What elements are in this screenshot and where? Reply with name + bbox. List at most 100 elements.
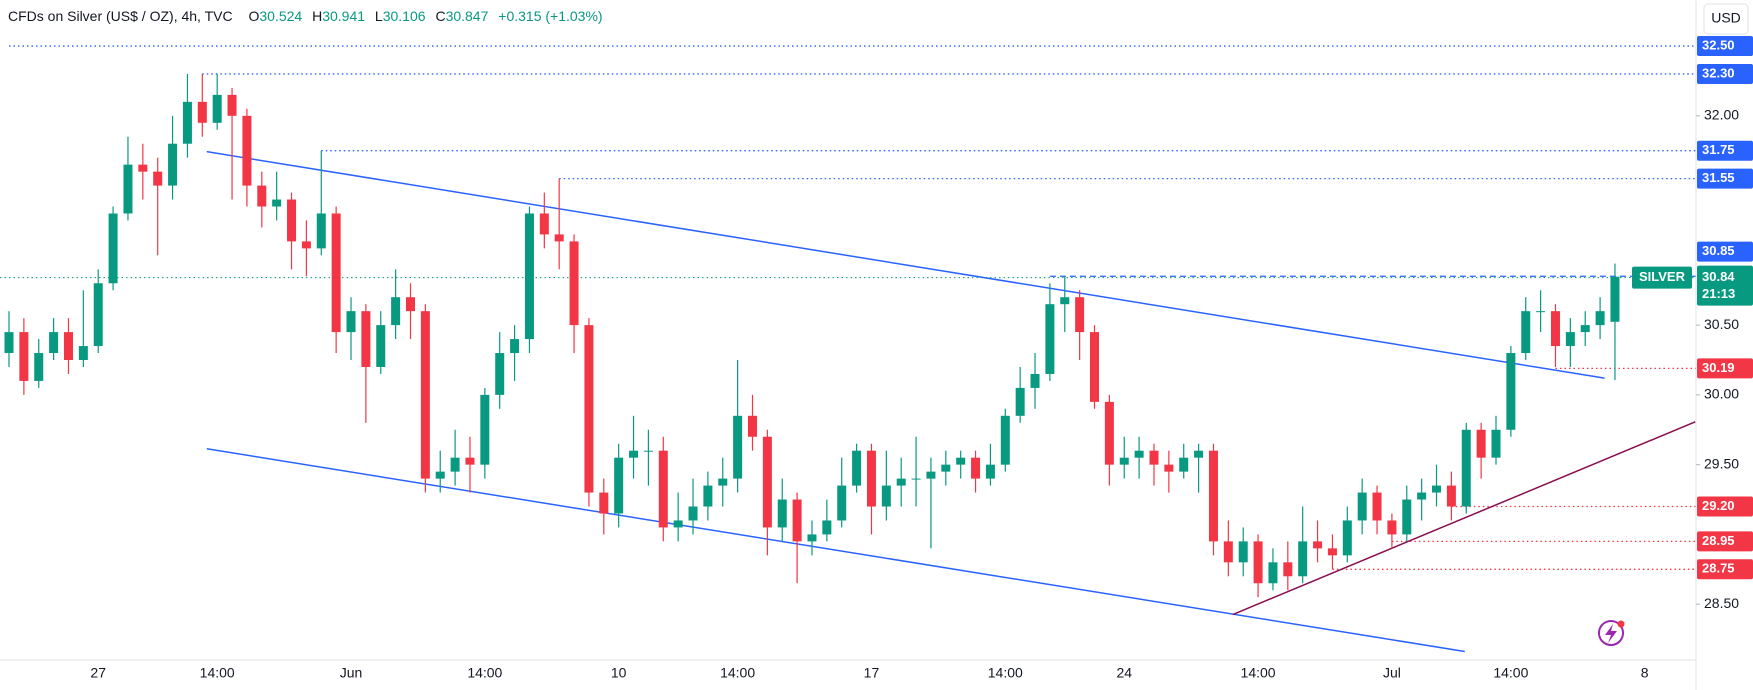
candle-body — [1506, 353, 1516, 430]
candle-body — [1461, 429, 1471, 507]
x-tick-label: 10 — [611, 665, 627, 681]
candle-body — [762, 436, 772, 528]
ohlc-key: O — [248, 8, 259, 24]
x-tick-label: 14:00 — [467, 665, 502, 681]
candle-body — [391, 297, 401, 326]
price-badge — [1697, 36, 1753, 57]
candle-body — [34, 353, 44, 381]
icon-dot — [1617, 620, 1625, 628]
price-badge — [1697, 496, 1753, 517]
candle-body — [926, 471, 936, 479]
price-badge — [1697, 63, 1753, 84]
icon-bolt — [1605, 624, 1617, 643]
candle-body — [822, 520, 832, 535]
candle-body — [1253, 541, 1263, 584]
candle-body — [896, 478, 906, 486]
y-tick-label: 29.50 — [1704, 455, 1739, 471]
price-badge — [1697, 559, 1753, 580]
candle-body — [985, 464, 995, 479]
x-tick-label: 14:00 — [1493, 665, 1528, 681]
x-tick-label: 14:00 — [988, 665, 1023, 681]
candle-body — [272, 199, 282, 207]
candle-body — [19, 332, 29, 381]
currency-button[interactable] — [1703, 3, 1749, 35]
candle-body — [703, 485, 713, 507]
candle-body — [1580, 325, 1590, 333]
ohlc-value: 30.524 — [259, 8, 302, 24]
y-tick-label: 32.00 — [1704, 107, 1739, 123]
candle-body — [1179, 457, 1189, 472]
icon-ring — [1598, 620, 1624, 646]
header: CFDs on Silver (US$ / OZ), 4h, TVC O30.5… — [8, 8, 603, 24]
candle-body — [1565, 332, 1575, 347]
alert-icon[interactable] — [1598, 620, 1625, 646]
candle-body — [1149, 450, 1159, 465]
candle-body — [524, 213, 534, 340]
x-tick-label: 14:00 — [200, 665, 235, 681]
candle-body — [1476, 429, 1486, 458]
candle-body — [688, 506, 698, 521]
x-tick-label: 14:00 — [720, 665, 755, 681]
candle-body — [1342, 520, 1352, 556]
candle-body — [941, 464, 951, 472]
candle-body — [361, 311, 371, 367]
ohlc-key: H — [312, 8, 322, 24]
candle-body — [1104, 401, 1114, 465]
candle-body — [852, 450, 862, 486]
trend-line — [1232, 421, 1696, 616]
price-badge-label: 31.75 — [1702, 142, 1735, 157]
candle-body — [1060, 297, 1070, 305]
candle-body — [1357, 492, 1367, 521]
candle-body — [911, 478, 921, 480]
trend-line — [206, 448, 1465, 653]
candle-body — [1402, 499, 1412, 535]
candle-body — [971, 457, 981, 479]
candle-body — [510, 339, 520, 354]
candle-body — [405, 297, 415, 312]
candle-body — [733, 415, 743, 479]
price-badge — [1697, 140, 1753, 161]
price-badge — [1697, 168, 1753, 189]
candle-body — [1119, 457, 1129, 465]
candle-body — [1536, 311, 1546, 313]
candle-body — [93, 283, 103, 347]
candle-body — [584, 325, 594, 493]
candle-body — [881, 485, 891, 507]
candle-body — [301, 241, 311, 249]
candle-body — [465, 457, 475, 465]
candle-body — [956, 457, 966, 465]
price-badge-label: 30.19 — [1702, 360, 1735, 375]
candle-body — [242, 115, 252, 186]
price-badge-label: 28.95 — [1702, 533, 1735, 548]
change: +0.315 (+1.03%) — [498, 8, 602, 24]
last-price-badge — [1697, 265, 1753, 306]
y-tick-label: 30.00 — [1704, 386, 1739, 402]
price-badge — [1697, 531, 1753, 552]
x-tick-label: 17 — [864, 665, 880, 681]
ohlc-value: 30.847 — [446, 8, 489, 24]
last-price-label: 30.84 — [1702, 269, 1735, 284]
candle-body — [599, 492, 609, 514]
candle-body — [1595, 311, 1605, 326]
symbol-tag — [1632, 266, 1692, 289]
ohlc-value: 30.941 — [322, 8, 365, 24]
candle-body — [1491, 429, 1501, 458]
candle-body — [153, 171, 163, 186]
price-badge-label: 32.50 — [1702, 37, 1735, 52]
candle-body — [63, 332, 73, 360]
candle-body — [1298, 541, 1308, 577]
candle-body — [450, 457, 460, 472]
candle-body — [1194, 450, 1204, 458]
symbol-tag-label: SILVER — [1639, 269, 1686, 284]
candle-body — [614, 457, 624, 514]
candle-body — [123, 164, 133, 214]
candle-body — [1432, 485, 1442, 493]
currency[interactable]: USD — [1711, 10, 1741, 26]
price-badge-label: 30.85 — [1702, 243, 1735, 258]
candle-body — [480, 394, 490, 465]
candle-body — [1090, 332, 1100, 402]
x-tick-label: Jul — [1383, 665, 1401, 681]
candle-body — [212, 94, 222, 123]
candle-body — [1387, 520, 1397, 535]
price-badge — [1697, 358, 1753, 379]
